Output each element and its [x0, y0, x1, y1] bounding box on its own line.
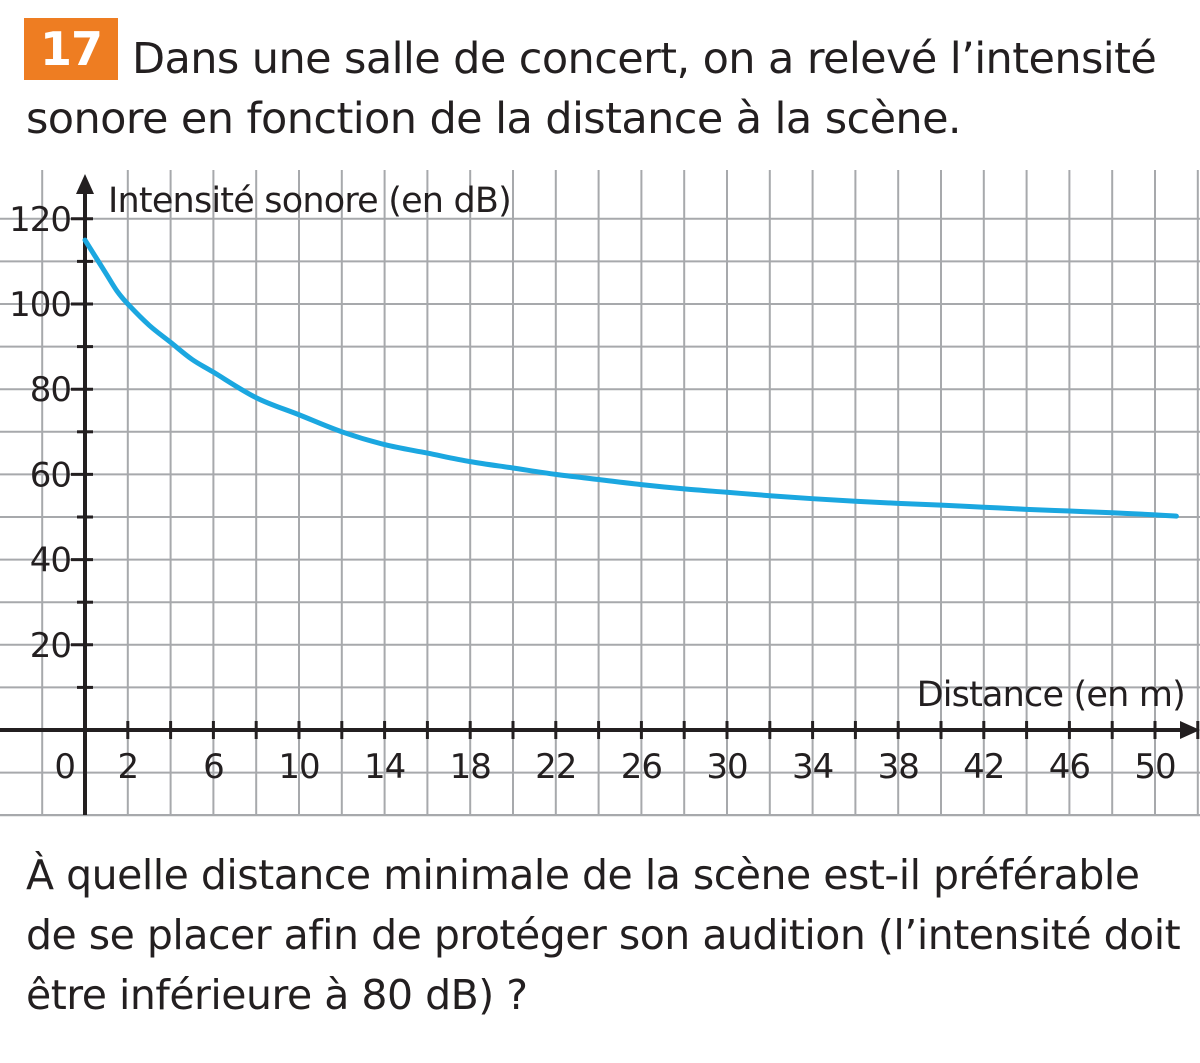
chart-labels: Intensité sonore (en dB) Distance (en m)… [9, 181, 1186, 787]
x-tick-label: 2 [117, 747, 138, 787]
x-tick-label: 38 [878, 747, 919, 787]
question-line: être inférieure à 80 dB) ? [26, 971, 528, 1019]
y-tick-label: 40 [30, 541, 71, 581]
chart-ticks [71, 217, 1200, 739]
x-tick-label: 18 [450, 747, 491, 787]
x-tick-label: 6 [203, 747, 224, 787]
x-tick-label: 42 [963, 747, 1004, 787]
question-line: À quelle distance minimale de la scène e… [26, 851, 1140, 899]
exercise-number-badge: 17 [24, 18, 118, 80]
x-tick-label: 50 [1134, 747, 1175, 787]
y-axis-label: Intensité sonore (en dB) [108, 181, 511, 221]
x-tick-label: 46 [1049, 747, 1090, 787]
x-tick-label: 30 [706, 747, 747, 787]
x-tick-label: 0 [54, 747, 75, 787]
y-tick-label: 20 [30, 626, 71, 666]
statement-line: sonore en fonction de la distance à la s… [26, 94, 962, 144]
chart-grid [0, 170, 1200, 817]
x-tick-label: 26 [621, 747, 662, 787]
x-axis-label: Distance (en m) [917, 675, 1185, 715]
y-tick-label: 60 [30, 455, 71, 495]
x-tick-label: 10 [278, 747, 319, 787]
x-tick-label: 14 [364, 747, 405, 787]
chart-series [82, 237, 1179, 519]
y-tick-label: 80 [30, 370, 71, 410]
y-tick-label: 100 [9, 285, 71, 325]
x-axis-arrow [1180, 721, 1200, 739]
exercise-header: 17 Dans une salle de concert, on a relev… [0, 0, 1200, 170]
intensity-curve [82, 237, 1179, 519]
sound-intensity-chart: Intensité sonore (en dB) Distance (en m)… [0, 170, 1200, 817]
y-axis-arrow [76, 174, 94, 194]
statement-line: Dans une salle de concert, on a relevé l… [132, 34, 1157, 84]
y-tick-label: 120 [9, 200, 71, 240]
question-line: de se placer afin de protéger son auditi… [26, 911, 1181, 959]
x-tick-label: 34 [792, 747, 833, 787]
chart-axes [0, 174, 1200, 815]
x-tick-label: 22 [535, 747, 576, 787]
